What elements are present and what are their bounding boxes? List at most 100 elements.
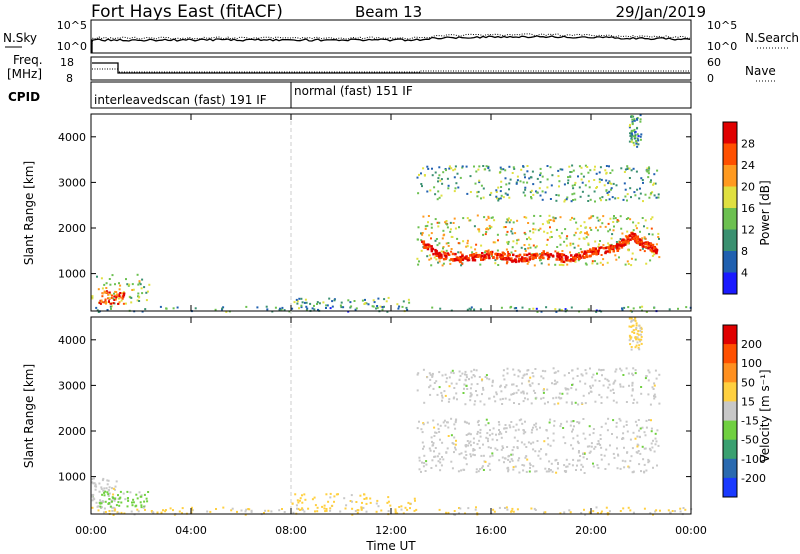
data-cell [516, 175, 519, 178]
data-cell [629, 459, 632, 462]
data-cell [113, 499, 116, 502]
data-cell [635, 322, 638, 325]
data-cell [634, 194, 637, 197]
data-cell [587, 233, 590, 236]
data-cell [640, 330, 643, 333]
data-cell [478, 165, 481, 168]
data-cell [603, 454, 606, 457]
data-cell [549, 219, 552, 221]
data-cell [596, 229, 599, 232]
data-cell [615, 421, 618, 424]
data-cell [565, 244, 568, 247]
data-cell [301, 501, 304, 504]
data-cell [563, 240, 566, 243]
ridge-cell [556, 254, 559, 258]
ridge-cell [578, 254, 582, 257]
data-cell [574, 231, 577, 234]
data-cell [511, 449, 514, 452]
data-cell [635, 170, 638, 173]
data-cell [447, 184, 450, 187]
data-cell [550, 236, 553, 238]
data-cell [143, 286, 146, 289]
data-cell [476, 214, 479, 217]
data-cell [559, 168, 562, 171]
data-cell [515, 423, 518, 426]
data-cell [101, 292, 104, 295]
data-cell [582, 456, 585, 459]
data-cell [634, 437, 637, 440]
data-cell [138, 280, 141, 283]
data-cell [566, 235, 569, 238]
data-cell [491, 454, 494, 457]
colorbar-frame [722, 324, 738, 498]
data-cell [581, 190, 584, 193]
ridge-cell [640, 239, 643, 242]
data-cell [531, 428, 534, 431]
data-cell [485, 418, 488, 421]
data-cell [300, 306, 303, 309]
data-cell [445, 220, 448, 222]
data-cell [577, 451, 580, 454]
data-cell [653, 306, 656, 309]
data-cell [475, 506, 477, 509]
data-cell [632, 340, 635, 343]
data-cell [473, 449, 476, 451]
data-cell [110, 302, 113, 305]
colorbar-swatch [723, 363, 737, 383]
data-cell [465, 384, 468, 387]
data-cell [92, 497, 95, 500]
data-cell [423, 401, 426, 404]
data-cell [123, 292, 125, 295]
data-cell [230, 509, 233, 512]
data-cell [146, 290, 149, 293]
data-cell [457, 186, 460, 189]
data-cell [556, 381, 559, 384]
data-cell [501, 403, 504, 405]
data-cell [600, 178, 603, 181]
ridge-cell [566, 256, 569, 259]
data-cell [630, 169, 633, 172]
ridge-cell [624, 239, 627, 242]
ridge-cell [565, 258, 568, 262]
data-cell [467, 507, 470, 510]
data-cell [576, 227, 579, 230]
data-cell [485, 165, 488, 168]
data-cell [136, 508, 139, 511]
ridge-cell [620, 246, 624, 249]
station-title: Fort Hays East (fitACF) [91, 2, 283, 22]
ridge-cell [485, 253, 489, 256]
data-cell [651, 233, 654, 236]
data-cell [634, 317, 637, 320]
data-cell [429, 393, 432, 396]
ridge-cell [542, 256, 545, 260]
data-cell [466, 388, 469, 390]
ridge-cell [592, 247, 595, 250]
ridge-cell [483, 255, 486, 258]
data-cell [113, 299, 116, 301]
data-cell [599, 443, 602, 446]
data-cell [601, 374, 603, 377]
ridge-cell [583, 250, 587, 253]
ridge-cell [490, 253, 493, 256]
data-cell [280, 308, 283, 311]
data-cell [608, 244, 611, 247]
data-cell [596, 372, 598, 375]
data-cell [432, 442, 435, 445]
data-cell [421, 233, 424, 236]
data-cell [482, 388, 485, 391]
data-cell [641, 247, 644, 250]
data-cell [639, 329, 642, 332]
data-cell [653, 173, 656, 176]
data-cell [580, 512, 583, 514]
data-cell [597, 440, 600, 443]
data-cell [124, 302, 127, 305]
ridge-cell [525, 259, 529, 262]
data-cell [512, 221, 515, 224]
data-cell [103, 487, 106, 490]
data-cell [143, 493, 146, 496]
data-cell [522, 469, 525, 472]
data-cell [398, 305, 401, 308]
data-cell [380, 509, 383, 512]
data-cell [453, 451, 455, 454]
data-cell [592, 428, 595, 430]
